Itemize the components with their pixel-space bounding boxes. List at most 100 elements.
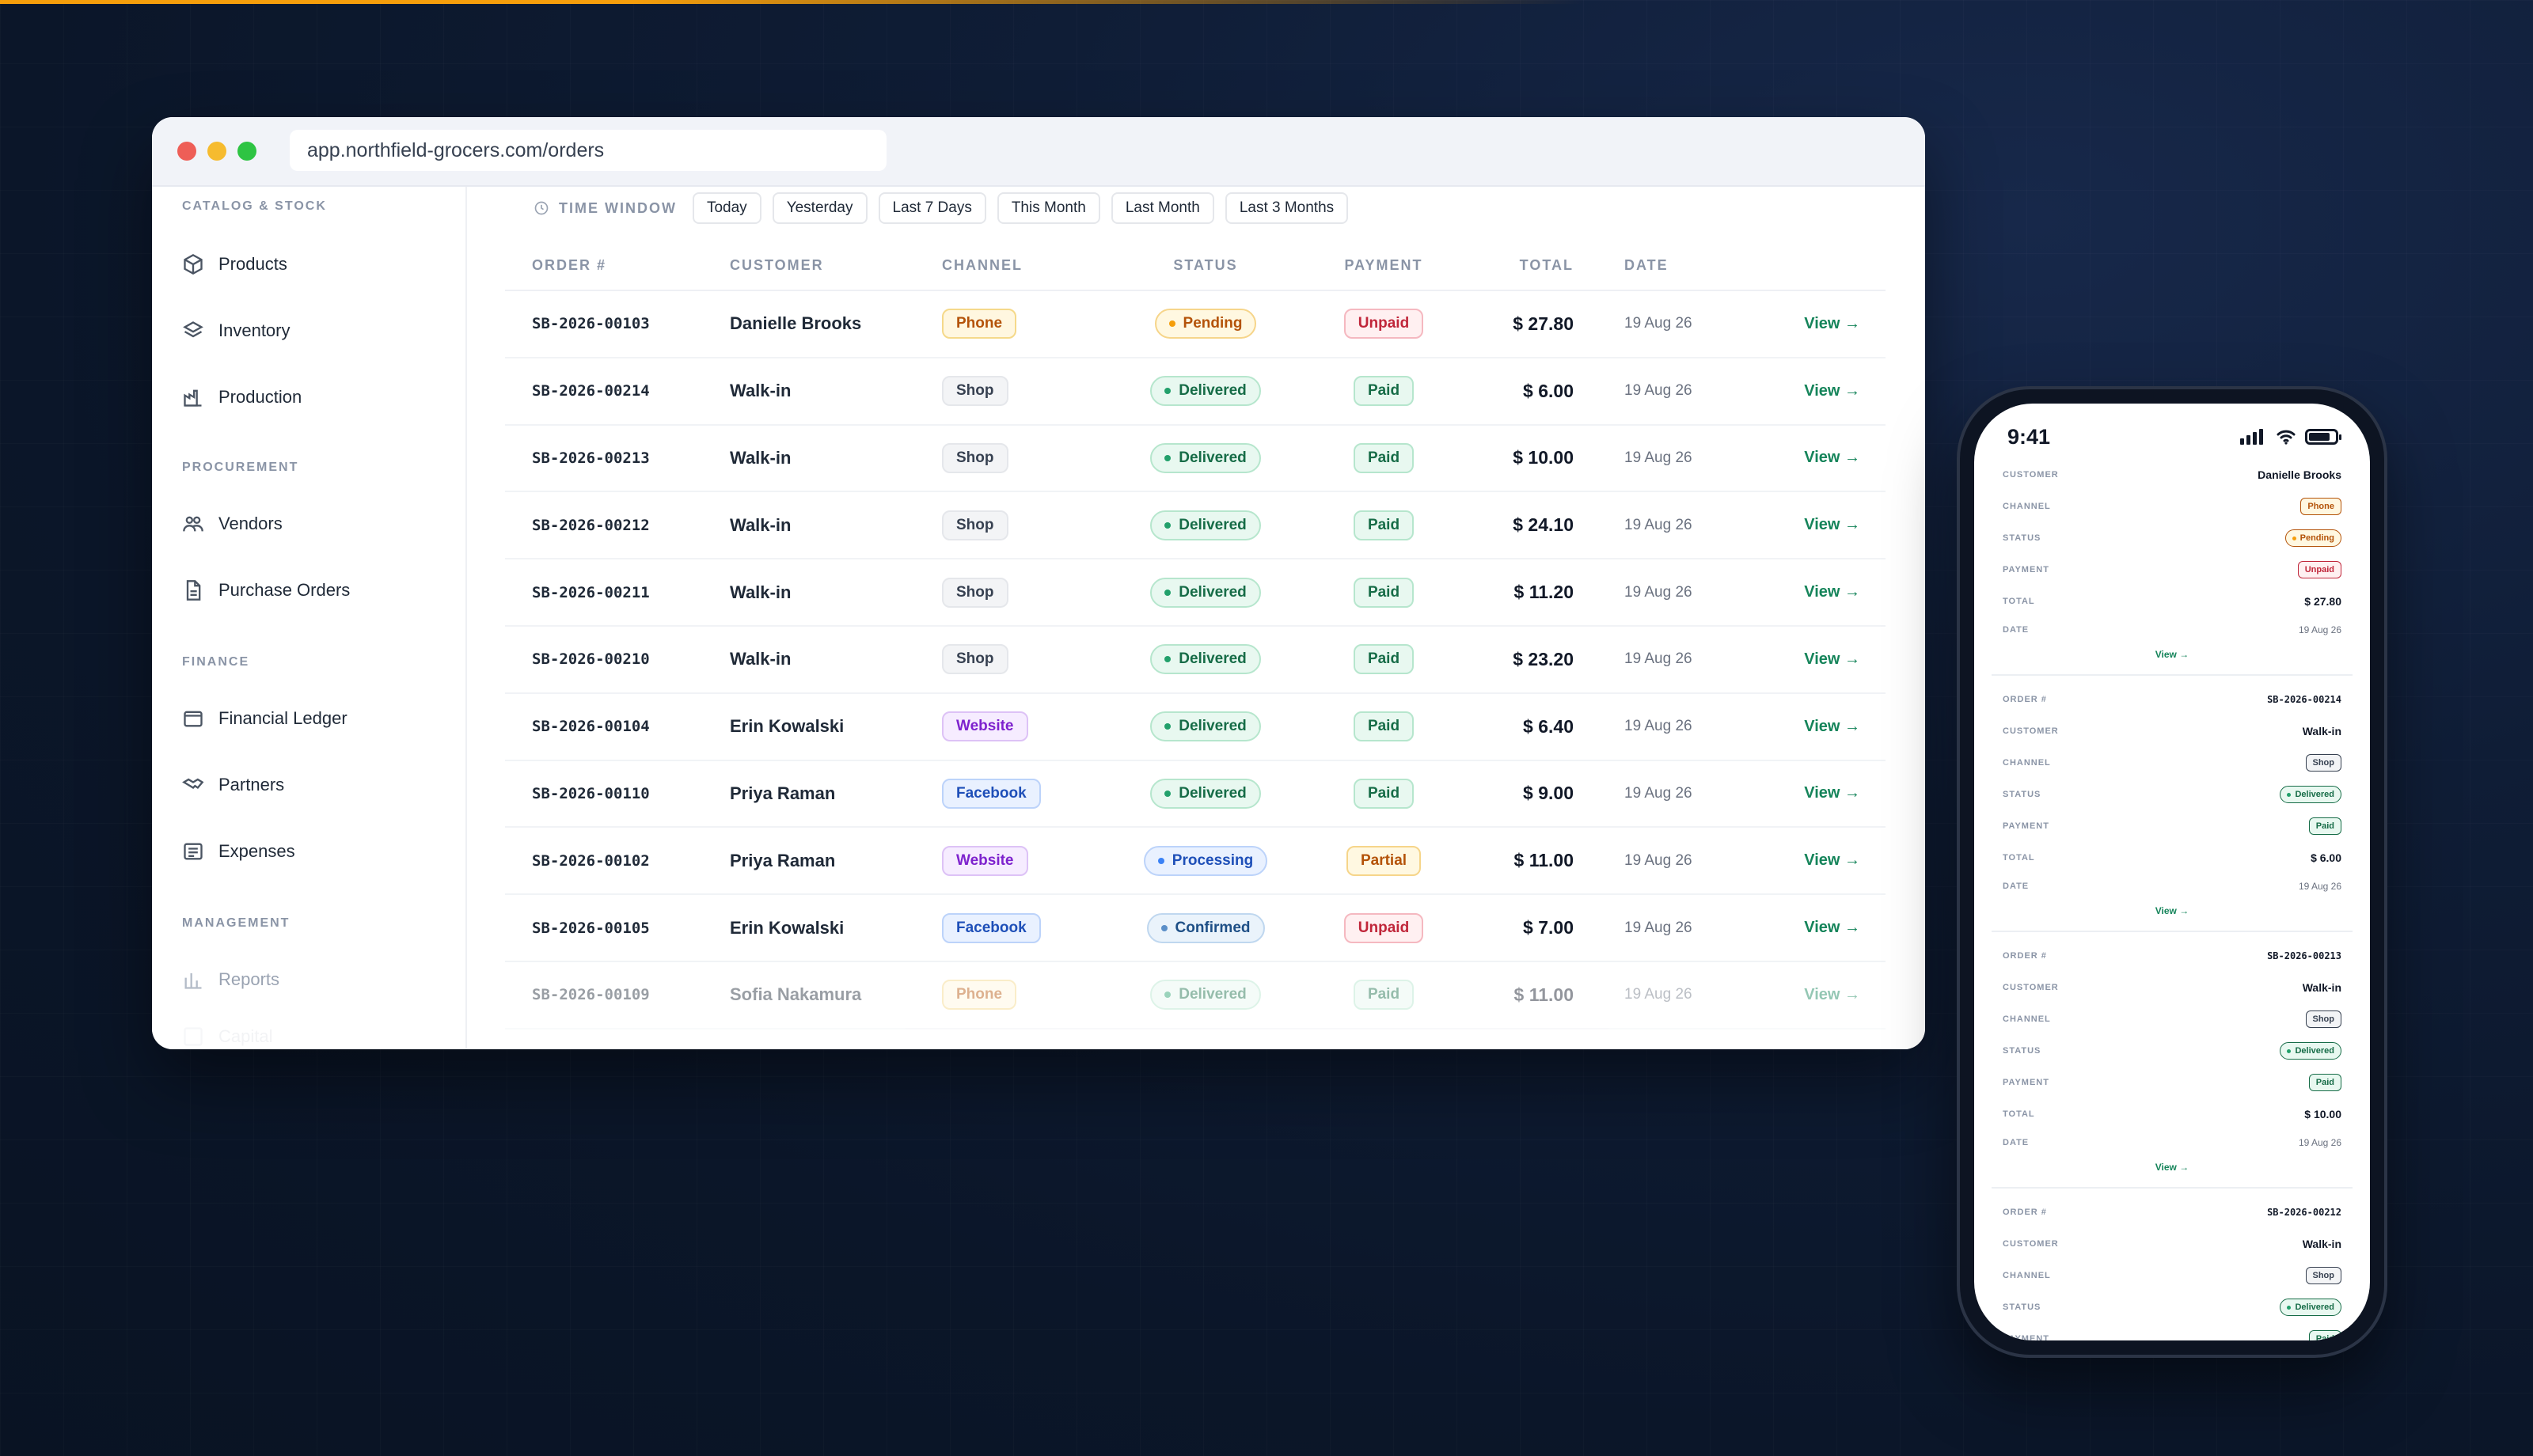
table-row[interactable]: SB-2026-00103 Danielle Brooks Phone Pending…	[505, 291, 1886, 358]
channel-badge: Shop	[942, 443, 1008, 473]
customer-name: Walk-in	[2303, 1238, 2341, 1250]
order-date: 19 Aug 26	[2299, 1137, 2341, 1148]
table-row[interactable]: SB-2026-00212 Walk-in Shop Delivered Paid $ 2…	[505, 492, 1886, 559]
sidebar-item-inventory[interactable]: Inventory	[182, 307, 443, 355]
channel-badge: Shop	[942, 510, 1008, 540]
status-dot-icon	[1164, 992, 1171, 998]
status-dot-icon	[1164, 522, 1171, 529]
status-dot-icon	[2287, 793, 2291, 797]
view-order-link[interactable]: View →	[1732, 919, 1886, 937]
table-row[interactable]: SB-2026-00213 Walk-in Shop Delivered Paid $ 1…	[505, 426, 1886, 493]
minimize-window-button[interactable]	[207, 142, 226, 161]
field-label: TOTAL	[2003, 1109, 2035, 1119]
sidebar-item-expenses[interactable]: Expenses	[182, 828, 443, 875]
channel-badge: Shop	[942, 376, 1008, 406]
view-order-link[interactable]: View →	[2003, 643, 2341, 666]
url-text: app.northfield-grocers.com/orders	[307, 139, 604, 162]
address-bar[interactable]: app.northfield-grocers.com/orders	[290, 130, 887, 171]
field-label: ORDER #	[2003, 951, 2047, 961]
table-row[interactable]: SB-2026-00104 Erin Kowalski Website Deliver…	[505, 694, 1886, 761]
sidebar-item-vendors[interactable]: Vendors	[182, 500, 443, 548]
sidebar-item-purchase-orders[interactable]: Purchase Orders	[182, 567, 443, 614]
order-number: SB-2026-00213	[505, 449, 703, 467]
mobile-order-card[interactable]: ORDER # SB-2026-00212 CUSTOMER Walk-in CHANN…	[1992, 1189, 2353, 1340]
mobile-order-card[interactable]: ORDER # SB-2026-00214 CUSTOMER Walk-in CHANN…	[1992, 676, 2353, 932]
field-label: STATUS	[2003, 790, 2041, 799]
status-badge: Delivered	[1150, 644, 1261, 674]
col-header-customer[interactable]: CUSTOMER	[703, 257, 932, 274]
status-dot-icon	[1164, 656, 1171, 662]
view-order-link[interactable]: View →	[1732, 516, 1886, 534]
field-label: CHANNEL	[2003, 1014, 2051, 1024]
view-order-link[interactable]: View →	[1732, 851, 1886, 870]
app-body: CATALOG & STOCK Products Inventory Produ…	[152, 187, 1925, 1049]
order-date: 19 Aug 26	[1574, 449, 1732, 467]
col-header-date[interactable]: DATE	[1574, 257, 1732, 274]
orders-main: TIME WINDOW Today Yesterday Last 7 Days …	[467, 187, 1925, 1049]
order-date: 19 Aug 26	[1574, 650, 1732, 668]
col-header-order[interactable]: ORDER #	[505, 257, 703, 274]
status-dot-icon	[2287, 1049, 2291, 1053]
sidebar-item-label: Products	[218, 254, 287, 275]
field-label: CHANNEL	[2003, 1271, 2051, 1280]
sidebar-item-reports[interactable]: Reports	[182, 956, 443, 1003]
table-row[interactable]: SB-2026-00214 Walk-in Shop Delivered Paid $ 6…	[505, 358, 1886, 426]
sidebar-item-products[interactable]: Products	[182, 241, 443, 288]
status-badge: Delivered	[1150, 980, 1261, 1010]
view-order-link[interactable]: View →	[1732, 315, 1886, 333]
table-row[interactable]: SB-2026-00105 Erin Kowalski Facebook Confir…	[505, 895, 1886, 962]
factory-icon	[182, 386, 204, 408]
col-header-channel[interactable]: CHANNEL	[932, 257, 1107, 274]
view-order-link[interactable]: View →	[1732, 382, 1886, 400]
table-row[interactable]: SB-2026-00210 Walk-in Shop Delivered Paid $ 2…	[505, 627, 1886, 694]
field-label: PAYMENT	[2003, 821, 2049, 831]
close-window-button[interactable]	[177, 142, 196, 161]
col-header-total[interactable]: TOTAL	[1463, 257, 1574, 274]
table-row[interactable]: SB-2026-00102 Priya Raman Website Processin…	[505, 828, 1886, 895]
view-order-link[interactable]: View →	[2003, 1155, 2341, 1179]
filter-last-3-months[interactable]: Last 3 Months	[1225, 192, 1348, 224]
customer-name: Walk-in	[703, 582, 932, 603]
order-date: 19 Aug 26	[2299, 624, 2341, 635]
view-order-link[interactable]: View →	[2003, 899, 2341, 923]
filter-yesterday[interactable]: Yesterday	[773, 192, 868, 224]
status-text: Confirmed	[1175, 919, 1251, 937]
sidebar-item-production[interactable]: Production	[182, 373, 443, 421]
filter-today[interactable]: Today	[693, 192, 761, 224]
customer-name: Walk-in	[703, 515, 932, 536]
accent-line	[0, 0, 1583, 4]
sidebar-item-partners[interactable]: Partners	[182, 761, 443, 809]
filter-last-7-days[interactable]: Last 7 Days	[879, 192, 986, 224]
status-badge: Processing	[1144, 846, 1267, 876]
table-row[interactable]: SB-2026-00109 Sofia Nakamura Phone Delivere…	[505, 962, 1886, 1029]
status-badge: Delivered	[2280, 1042, 2341, 1060]
mobile-order-card[interactable]: CUSTOMER Danielle Brooks CHANNEL Phone STATU…	[1992, 459, 2353, 676]
filter-last-month[interactable]: Last Month	[1111, 192, 1214, 224]
view-order-link[interactable]: View →	[1732, 449, 1886, 467]
view-order-link[interactable]: View →	[1732, 986, 1886, 1004]
col-header-payment[interactable]: PAYMENT	[1304, 257, 1463, 274]
order-total: $ 11.00	[1463, 984, 1574, 1006]
sidebar-item-capital[interactable]: Capital	[182, 1013, 443, 1049]
view-order-link[interactable]: View →	[1732, 784, 1886, 802]
users-icon	[182, 513, 204, 535]
customer-name: Erin Kowalski	[703, 918, 932, 938]
table-row[interactable]: SB-2026-00211 Walk-in Shop Delivered Paid $ 1…	[505, 559, 1886, 627]
col-header-status[interactable]: STATUS	[1107, 257, 1304, 274]
view-order-link[interactable]: View →	[1732, 650, 1886, 669]
filter-this-month[interactable]: This Month	[997, 192, 1100, 224]
mobile-order-card[interactable]: ORDER # SB-2026-00213 CUSTOMER Walk-in CHANN…	[1992, 932, 2353, 1189]
status-dot-icon	[1164, 455, 1171, 461]
table-header: ORDER # CUSTOMER CHANNEL STATUS PAYMENT …	[505, 241, 1886, 291]
sidebar-item-financial-ledger[interactable]: Financial Ledger	[182, 695, 443, 742]
customer-name: Danielle Brooks	[2258, 468, 2341, 481]
order-total: $ 10.00	[2304, 1108, 2341, 1120]
field-label: STATUS	[2003, 533, 2041, 543]
view-order-link[interactable]: View →	[1732, 583, 1886, 601]
table-row[interactable]: SB-2026-00110 Priya Raman Facebook Delivere…	[505, 761, 1886, 828]
customer-name: Walk-in	[703, 448, 932, 468]
channel-badge: Phone	[942, 980, 1016, 1010]
view-order-link[interactable]: View →	[1732, 718, 1886, 736]
maximize-window-button[interactable]	[237, 142, 256, 161]
status-text: Pending	[1183, 315, 1243, 332]
